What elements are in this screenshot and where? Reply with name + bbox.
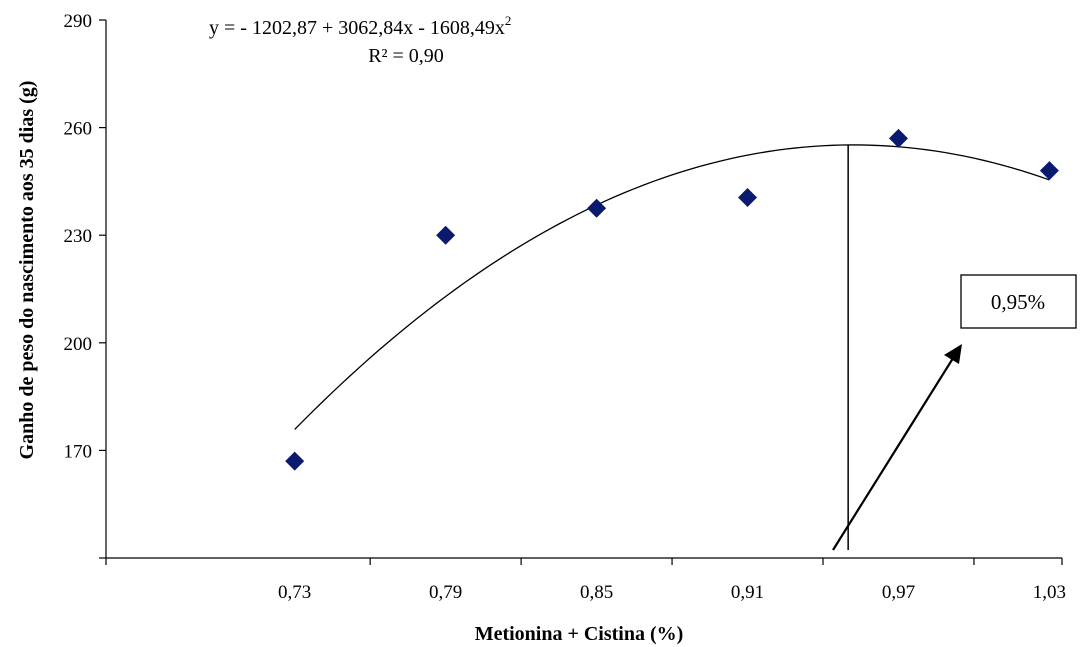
x-tick-label: 0,85 <box>580 582 613 603</box>
trendline <box>294 144 1050 430</box>
optimum-annotation: 0,95% <box>832 144 1077 551</box>
data-point <box>1039 161 1059 181</box>
r-squared-label: R² = 0,90 <box>368 45 444 67</box>
y-ticks: 170 200 230 260 290 <box>64 11 106 559</box>
y-tick-label: 260 <box>64 119 93 140</box>
y-axis-title: Ganho de peso do nascimento aos 35 dias … <box>16 81 38 460</box>
data-point <box>738 188 758 208</box>
x-tick-label: 0,79 <box>429 582 462 603</box>
x-tick-label: 0,73 <box>278 582 311 603</box>
y-tick-label: 290 <box>64 11 93 32</box>
regression-equation-exponent: 2 <box>505 13 512 28</box>
data-point <box>436 225 456 245</box>
data-markers <box>285 128 1059 471</box>
optimum-arrow-line <box>832 354 956 551</box>
x-tick-label: 0,91 <box>731 582 764 603</box>
optimum-arrow-head <box>944 344 962 364</box>
optimum-label: 0,95% <box>991 290 1045 314</box>
x-tick-label: 0,97 <box>882 582 915 603</box>
data-point <box>285 451 305 471</box>
optimum-label-box <box>960 274 1077 329</box>
x-ticks: 0,73 0,79 0,85 0,91 0,97 1,03 <box>105 558 1066 603</box>
y-tick-label: 170 <box>64 441 93 462</box>
data-point <box>587 198 607 218</box>
y-tick-label: 200 <box>64 334 93 355</box>
regression-equation-main: y = - 1202,87 + 3062,84x - 1608,49x <box>209 17 505 39</box>
y-tick-label: 230 <box>64 226 93 247</box>
regression-equation: y = - 1202,87 + 3062,84x - 1608,49x2 <box>209 13 511 39</box>
data-point <box>888 128 908 148</box>
x-tick-label: 1,03 <box>1033 582 1066 603</box>
x-axis-title: Metionina + Cistina (%) <box>475 623 684 645</box>
